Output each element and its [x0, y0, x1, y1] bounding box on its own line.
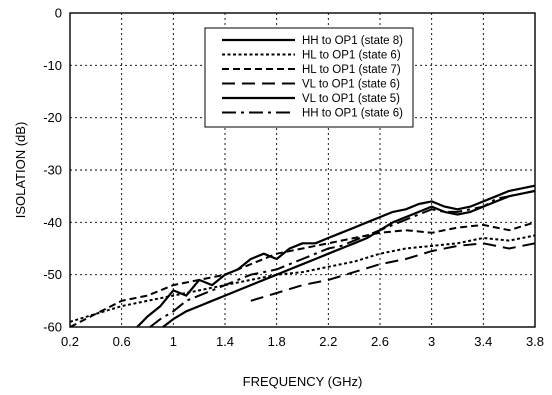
- series-line-2: [69, 234, 536, 323]
- y-tick-label: -10: [43, 58, 62, 73]
- legend-label: HL to OP1 (state 7): [302, 64, 401, 76]
- x-tick-label: 1: [170, 334, 177, 349]
- legend-label: HH to OP1 (state 8): [302, 35, 403, 47]
- legend-label: HH to OP1 (state 6): [302, 108, 403, 120]
- y-tick-label: -30: [43, 163, 62, 178]
- x-tick-label: 0.6: [113, 334, 131, 349]
- x-tick-label: 3.4: [474, 334, 492, 349]
- y-tick-label: -40: [43, 215, 62, 230]
- x-tick-labels: 0.2 0.6 1 1.4 1.8 2.2 2.6 3 3.4 3.8: [61, 334, 544, 349]
- series-line-5: [162, 189, 536, 328]
- legend-label: VL to OP1 (state 5): [302, 93, 400, 105]
- y-tick-label: -20: [43, 110, 62, 125]
- legend-box: [204, 27, 414, 128]
- plot-frame: [69, 12, 536, 328]
- series-line-6: [149, 189, 536, 328]
- y-tick-label: 0: [55, 6, 62, 21]
- x-tick-label: 0.2: [61, 334, 79, 349]
- legend-label: HL to OP1 (state 6): [302, 50, 401, 62]
- x-tick-label: 2.6: [371, 334, 389, 349]
- x-tick-label: 1.4: [216, 334, 234, 349]
- y-tick-label: -50: [43, 267, 62, 282]
- series-line-4: [250, 242, 536, 302]
- x-tick-label: 1.8: [268, 334, 286, 349]
- series-group: [69, 184, 536, 328]
- series-line-1: [136, 184, 536, 328]
- x-tick-label: 3: [428, 334, 435, 349]
- x-tick-label: 2.2: [319, 334, 337, 349]
- legend-label: VL to OP1 (state 6): [302, 79, 400, 91]
- legend: HH to OP1 (state 8) HL to OP1 (state 6) HL…: [204, 27, 414, 128]
- x-axis-label: FREQUENCY (GHz): [243, 374, 363, 389]
- y-axis-label: ISOLATION (dB): [13, 122, 28, 219]
- series-line-3: [69, 221, 536, 328]
- y-tick-labels: 0 -10 -20 -30 -40 -50 -60: [43, 6, 62, 335]
- y-tick-label: -60: [43, 320, 62, 335]
- x-tick-label: 3.8: [526, 334, 544, 349]
